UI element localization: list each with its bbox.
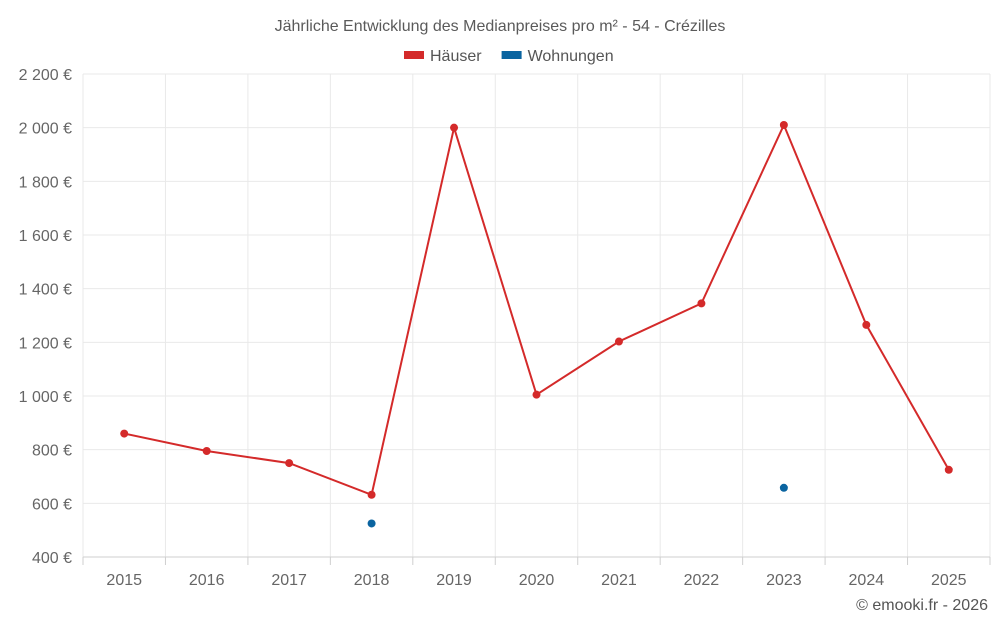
data-point-series-1[interactable] [450, 123, 459, 132]
y-tick-label: 1 800 € [19, 174, 72, 191]
chart-title: Jährliche Entwicklung des Medianpreises … [275, 18, 726, 35]
legend-swatch-2[interactable] [501, 51, 522, 59]
x-tick-label: 2020 [519, 572, 555, 589]
data-point-series-1[interactable] [285, 459, 294, 468]
data-point-series-1[interactable] [614, 337, 623, 346]
y-tick-label: 1 200 € [19, 335, 72, 352]
grid [82, 73, 991, 558]
data-point-series-1[interactable] [120, 429, 129, 438]
data-point-series-1[interactable] [202, 447, 211, 456]
x-tick-label: 2023 [766, 572, 802, 589]
data-point-series-1[interactable] [779, 120, 788, 129]
x-tick-label: 2015 [106, 572, 142, 589]
series-layer [120, 120, 953, 528]
credit-text: © emooki.fr - 2026 [856, 597, 988, 614]
y-tick-label: 1 600 € [19, 228, 72, 245]
x-tick-label: 2024 [849, 572, 885, 589]
legend-label-2[interactable]: Wohnungen [528, 48, 614, 65]
data-point-series-2[interactable] [367, 519, 376, 528]
data-point-series-1[interactable] [367, 490, 376, 499]
axes: 400 € 600 € 800 € 1 000 € 1 200 € 1 400 € 1 60… [19, 67, 991, 589]
legend-label-1[interactable]: Häuser [430, 48, 482, 65]
x-tick-label: 2016 [189, 572, 225, 589]
y-tick-label: 1 400 € [19, 282, 72, 299]
data-point-series-2[interactable] [779, 483, 788, 492]
y-tick-label: 2 000 € [19, 121, 72, 138]
data-point-series-1[interactable] [944, 465, 953, 474]
x-tick-label: 2019 [436, 572, 472, 589]
y-tick-label: 400 € [32, 550, 72, 567]
x-tick-label: 2017 [271, 572, 307, 589]
y-tick-label: 800 € [32, 443, 72, 460]
x-tick-label: 2018 [354, 572, 390, 589]
y-tick-label: 2 200 € [19, 67, 72, 84]
x-tick-label: 2021 [601, 572, 637, 589]
data-point-series-1[interactable] [697, 299, 706, 308]
y-tick-label: 1 000 € [19, 389, 72, 406]
legend[interactable]: Häuser Wohnungen [404, 48, 614, 65]
x-tick-label: 2022 [684, 572, 720, 589]
y-tick-label: 600 € [32, 496, 72, 513]
data-point-series-1[interactable] [862, 320, 871, 329]
x-tick-label: 2025 [931, 572, 967, 589]
legend-swatch-1[interactable] [404, 51, 424, 59]
data-point-series-1[interactable] [532, 390, 541, 399]
